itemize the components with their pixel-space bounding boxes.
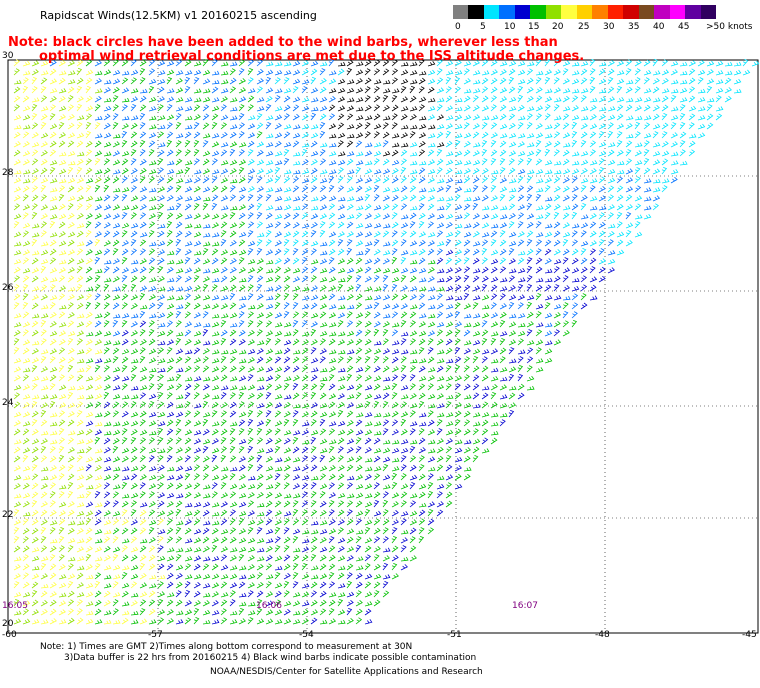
footer-credit: NOAA/NESDIS/Center for Satellite Applica… [210, 667, 483, 677]
speed-colorbar [453, 5, 716, 19]
colorbar-swatch [499, 5, 515, 19]
wind-barb-group [247, 58, 760, 265]
time-label-1606: 16:06 [256, 601, 282, 611]
colorbar-label: 40 [653, 22, 665, 32]
colorbar-swatch [592, 5, 608, 19]
colorbar-label: 20 [552, 22, 564, 32]
contamination-note-line-1: Note: black circles have been added to t… [8, 35, 558, 50]
colorbar-swatch [576, 5, 593, 19]
time-label-1605: 16:05 [2, 601, 28, 611]
lat-label-22: 22 [2, 510, 14, 520]
colorbar-swatch [654, 5, 670, 19]
colorbar-label: 25 [578, 22, 590, 32]
footer-note-line-2: 3)Data buffer is 22 hrs from 20160215 4)… [64, 653, 477, 663]
colorbar-swatch [530, 5, 546, 19]
colorbar-swatch [685, 5, 701, 19]
wind-barb-group [85, 59, 587, 625]
lat-label-26: 26 [2, 283, 14, 293]
colorbar-label: 30 [603, 22, 615, 32]
colorbar-label: 5 [480, 22, 486, 32]
colorbar-swatch [545, 5, 562, 19]
lat-label-30: 30 [2, 51, 14, 61]
colorbar-swatch [468, 5, 484, 19]
colorbar-swatch [638, 5, 655, 19]
lat-label-24: 24 [2, 398, 14, 408]
chart-title: Rapidscat Winds(12.5KM) v1 20160215 asce… [40, 9, 317, 22]
lat-label-20: 20 [2, 619, 14, 629]
colorbar-label: 35 [628, 22, 640, 32]
colorbar-label: 0 [455, 22, 461, 32]
colorbar-swatch [700, 5, 716, 19]
colorbar-swatch [453, 5, 469, 19]
colorbar-label: 15 [528, 22, 540, 32]
colorbar-label: 10 [504, 22, 516, 32]
wind-barb-group [49, 59, 678, 337]
wind-barb-group [13, 59, 166, 625]
colorbar-label: >50 knots [706, 22, 753, 32]
lon-label-45w: -45 [742, 630, 757, 640]
contamination-note-line-2: optimal wind retrieval conditions are me… [39, 49, 585, 64]
colorbar-swatch [623, 5, 639, 19]
wind-barbs [13, 58, 760, 625]
plot-frame [7, 59, 759, 634]
lon-label-48w: -48 [595, 630, 610, 640]
footer-note-line-1: Note: 1) Times are GMT 2)Times along bot… [40, 642, 413, 652]
colorbar-swatch [514, 5, 531, 19]
colorbar-swatch [669, 5, 686, 19]
colorbar-swatch [607, 5, 624, 19]
lat-label-28: 28 [2, 168, 14, 178]
lon-label-54w: -54 [299, 630, 314, 640]
colorbar-swatch [561, 5, 577, 19]
colorbar-swatch [483, 5, 500, 19]
time-label-1607: 16:07 [512, 601, 538, 611]
wind-barb-group [328, 59, 445, 157]
colorbar-label: 45 [678, 22, 690, 32]
lon-label-51w: -51 [447, 630, 462, 640]
lon-label-60w: -60 [2, 630, 17, 640]
lon-label-57w: -57 [148, 630, 163, 640]
wind-barb-group [85, 248, 615, 625]
wind-barb-group [13, 60, 103, 625]
